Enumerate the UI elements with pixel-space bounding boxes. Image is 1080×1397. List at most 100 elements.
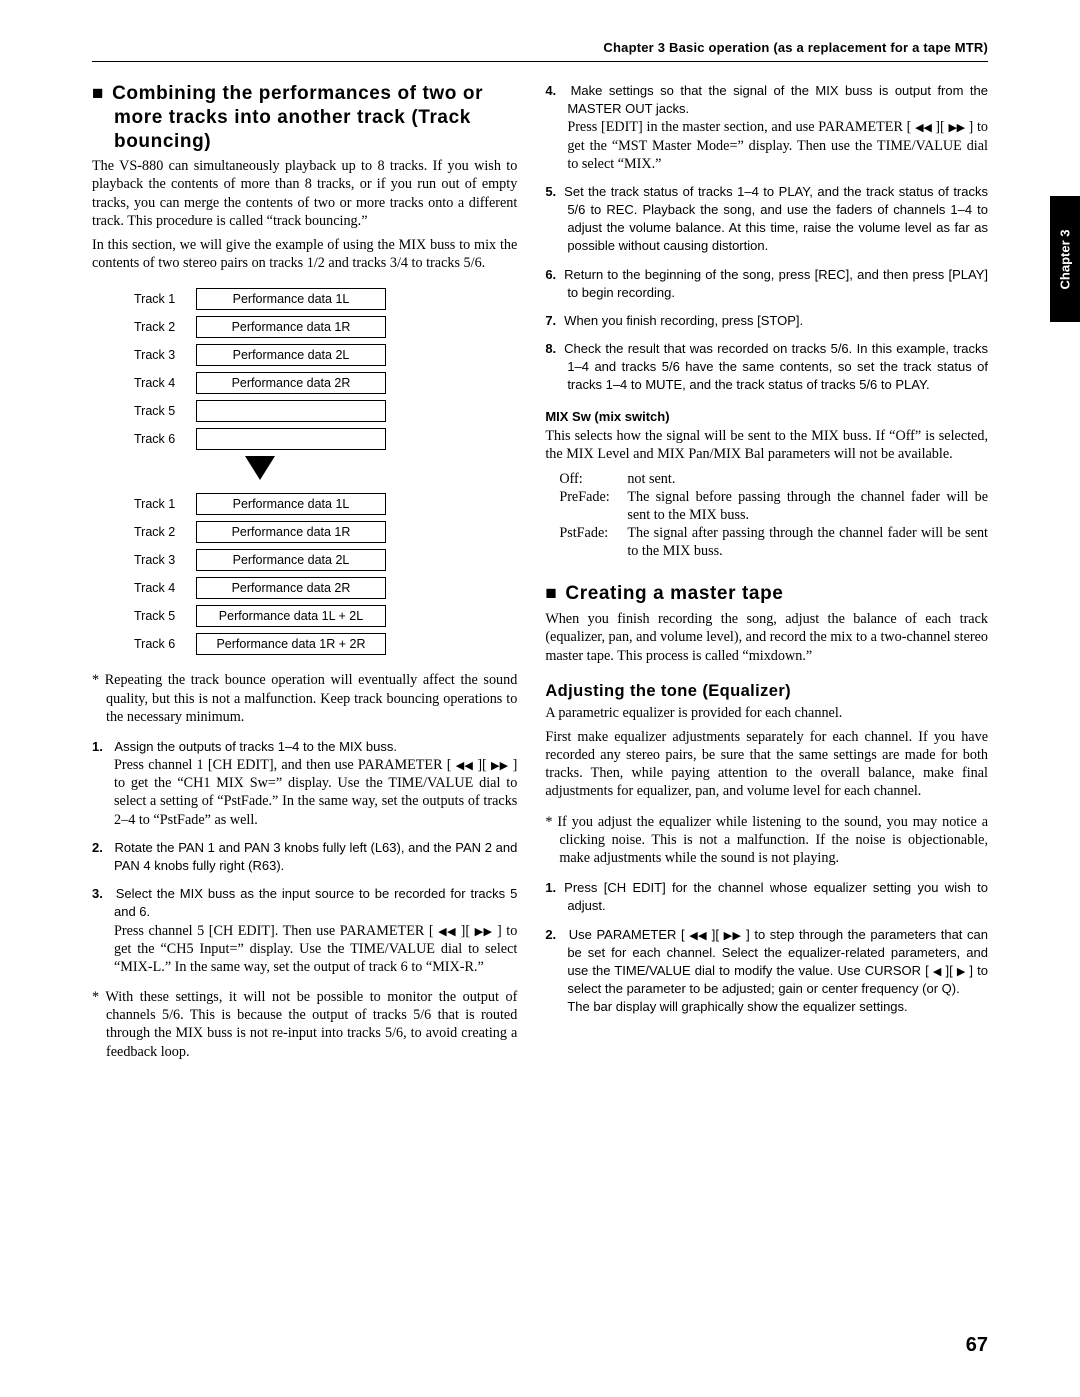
definition-row: PreFade:The signal before passing throug… bbox=[559, 488, 988, 524]
track-box: Performance data 1R bbox=[196, 521, 386, 543]
track-label: Track 6 bbox=[134, 431, 196, 447]
heading-text: Combining the performances of two or mor… bbox=[112, 83, 483, 152]
definition-term: PstFade: bbox=[559, 524, 627, 560]
page: Chapter 3 Basic operation (as a replacem… bbox=[0, 0, 1080, 1113]
track-label: Track 3 bbox=[134, 552, 196, 568]
intro-paragraph-1: The VS-880 can simultaneously playback u… bbox=[92, 157, 517, 230]
track-row: Track 5Performance data 1L + 2L bbox=[134, 605, 517, 627]
step-6: Return to the beginning of the song, pre… bbox=[545, 266, 988, 302]
step-instruction: Use PARAMETER [ ◀◀ ][ ▶▶ ] to step throu… bbox=[567, 927, 988, 997]
equalizer-body-2: First make equalizer adjustments separat… bbox=[545, 728, 988, 801]
track-row: Track 6Performance data 1R + 2R bbox=[134, 633, 517, 655]
track-label: Track 2 bbox=[134, 524, 196, 540]
track-box: Performance data 1L bbox=[196, 493, 386, 515]
track-box: Performance data 1L bbox=[196, 288, 386, 310]
track-box-empty bbox=[196, 400, 386, 422]
rewind-icon: ◀◀ bbox=[456, 760, 473, 772]
definition-term: PreFade: bbox=[559, 488, 627, 524]
definition-row: PstFade:The signal after passing through… bbox=[559, 524, 988, 560]
master-tape-body: When you finish recording the song, adju… bbox=[545, 610, 988, 665]
equalizer-body-1: A parametric equalizer is provided for e… bbox=[545, 704, 988, 722]
track-box: Performance data 1R + 2R bbox=[196, 633, 386, 655]
step-detail: Press channel 1 [CH EDIT], and then use … bbox=[114, 757, 517, 828]
track-row: Track 1Performance data 1L bbox=[134, 493, 517, 515]
fast-forward-icon: ▶▶ bbox=[475, 926, 493, 938]
track-label: Track 5 bbox=[134, 403, 196, 419]
bullet-square-icon: ■ bbox=[92, 83, 104, 104]
subheading-equalizer: Adjusting the tone (Equalizer) bbox=[545, 681, 988, 702]
steps-list: Assign the outputs of tracks 1–4 to the … bbox=[92, 738, 517, 976]
intro-paragraph-2: In this section, we will give the exampl… bbox=[92, 236, 517, 272]
definition-row: Off:not sent. bbox=[559, 470, 988, 488]
section-track-bouncing-heading: ■ Combining the performances of two or mo… bbox=[92, 82, 517, 153]
chapter-header: Chapter 3 Basic operation (as a replacem… bbox=[92, 40, 988, 55]
track-row: Track 2Performance data 1R bbox=[134, 316, 517, 338]
track-row: Track 4Performance data 2R bbox=[134, 577, 517, 599]
track-box: Performance data 2R bbox=[196, 577, 386, 599]
track-row: Track 6 bbox=[134, 428, 517, 450]
definition-body: not sent. bbox=[627, 470, 988, 488]
track-label: Track 1 bbox=[134, 496, 196, 512]
track-box: Performance data 2R bbox=[196, 372, 386, 394]
step-instruction: Assign the outputs of tracks 1–4 to the … bbox=[114, 739, 397, 754]
track-box: Performance data 1L + 2L bbox=[196, 605, 386, 627]
definition-body: The signal after passing through the cha… bbox=[627, 524, 988, 560]
track-label: Track 4 bbox=[134, 375, 196, 391]
rewind-icon: ◀◀ bbox=[438, 926, 456, 938]
track-label: Track 5 bbox=[134, 608, 196, 624]
rewind-icon: ◀◀ bbox=[689, 930, 707, 942]
footnote-text: If you adjust the equalizer while listen… bbox=[557, 814, 988, 866]
section-master-tape-heading: ■ Creating a master tape bbox=[545, 582, 988, 606]
right-column: Make settings so that the signal of the … bbox=[545, 82, 988, 1073]
definition-term: Off: bbox=[559, 470, 627, 488]
track-label: Track 1 bbox=[134, 291, 196, 307]
track-row: Track 3Performance data 2L bbox=[134, 549, 517, 571]
step-instruction: When you finish recording, press [STOP]. bbox=[564, 313, 803, 328]
footnote: * Repeating the track bounce operation w… bbox=[92, 671, 517, 726]
page-number: 67 bbox=[966, 1334, 988, 1357]
track-diagram-before: Track 1Performance data 1L Track 2Perfor… bbox=[134, 288, 517, 655]
step-7: When you finish recording, press [STOP]. bbox=[545, 312, 988, 330]
track-box: Performance data 2L bbox=[196, 344, 386, 366]
track-row: Track 3Performance data 2L bbox=[134, 344, 517, 366]
track-row: Track 1Performance data 1L bbox=[134, 288, 517, 310]
step-5: Set the track status of tracks 1–4 to PL… bbox=[545, 183, 988, 256]
content-columns: ■ Combining the performances of two or mo… bbox=[92, 82, 988, 1073]
track-box: Performance data 2L bbox=[196, 549, 386, 571]
rewind-icon: ◀◀ bbox=[915, 122, 931, 134]
step-3: Select the MIX buss as the input source … bbox=[92, 885, 517, 976]
track-box: Performance data 1R bbox=[196, 316, 386, 338]
left-column: ■ Combining the performances of two or mo… bbox=[92, 82, 517, 1073]
bullet-square-icon: ■ bbox=[545, 583, 557, 604]
fast-forward-icon: ▶▶ bbox=[724, 930, 742, 942]
step-detail: Press channel 5 [CH EDIT]. Then use PARA… bbox=[114, 923, 517, 975]
mix-sw-body: This selects how the signal will be sent… bbox=[545, 427, 988, 463]
step-tail: The bar display will graphically show th… bbox=[567, 999, 907, 1014]
step-2: Rotate the PAN 1 and PAN 3 knobs fully l… bbox=[92, 839, 517, 875]
track-row: Track 2Performance data 1R bbox=[134, 521, 517, 543]
track-label: Track 6 bbox=[134, 636, 196, 652]
track-row: Track 5 bbox=[134, 400, 517, 422]
eq-steps-list: Press [CH EDIT] for the channel whose eq… bbox=[545, 879, 988, 1016]
footnote-text: With these settings, it will not be poss… bbox=[105, 989, 517, 1060]
footnote: * With these settings, it will not be po… bbox=[92, 988, 517, 1061]
step-instruction: Select the MIX buss as the input source … bbox=[114, 886, 517, 919]
down-arrow-icon bbox=[134, 456, 386, 485]
definition-table: Off:not sent. PreFade:The signal before … bbox=[559, 470, 988, 561]
step-instruction: Return to the beginning of the song, pre… bbox=[564, 267, 988, 300]
step-instruction: Press [CH EDIT] for the channel whose eq… bbox=[564, 880, 988, 913]
steps-list-continued: Make settings so that the signal of the … bbox=[545, 82, 988, 395]
subheading-mix-sw: MIX Sw (mix switch) bbox=[545, 409, 988, 426]
footnote: * If you adjust the equalizer while list… bbox=[545, 813, 988, 868]
track-label: Track 2 bbox=[134, 319, 196, 335]
track-box-empty bbox=[196, 428, 386, 450]
fast-forward-icon: ▶▶ bbox=[491, 760, 508, 772]
step-1: Assign the outputs of tracks 1–4 to the … bbox=[92, 738, 517, 829]
step-instruction: Rotate the PAN 1 and PAN 3 knobs fully l… bbox=[114, 840, 517, 873]
track-row: Track 4Performance data 2R bbox=[134, 372, 517, 394]
track-label: Track 4 bbox=[134, 580, 196, 596]
track-label: Track 3 bbox=[134, 347, 196, 363]
step-instruction: Make settings so that the signal of the … bbox=[567, 83, 988, 116]
heading-text: Creating a master tape bbox=[565, 583, 783, 604]
step-detail: Press [EDIT] in the master section, and … bbox=[567, 119, 988, 171]
